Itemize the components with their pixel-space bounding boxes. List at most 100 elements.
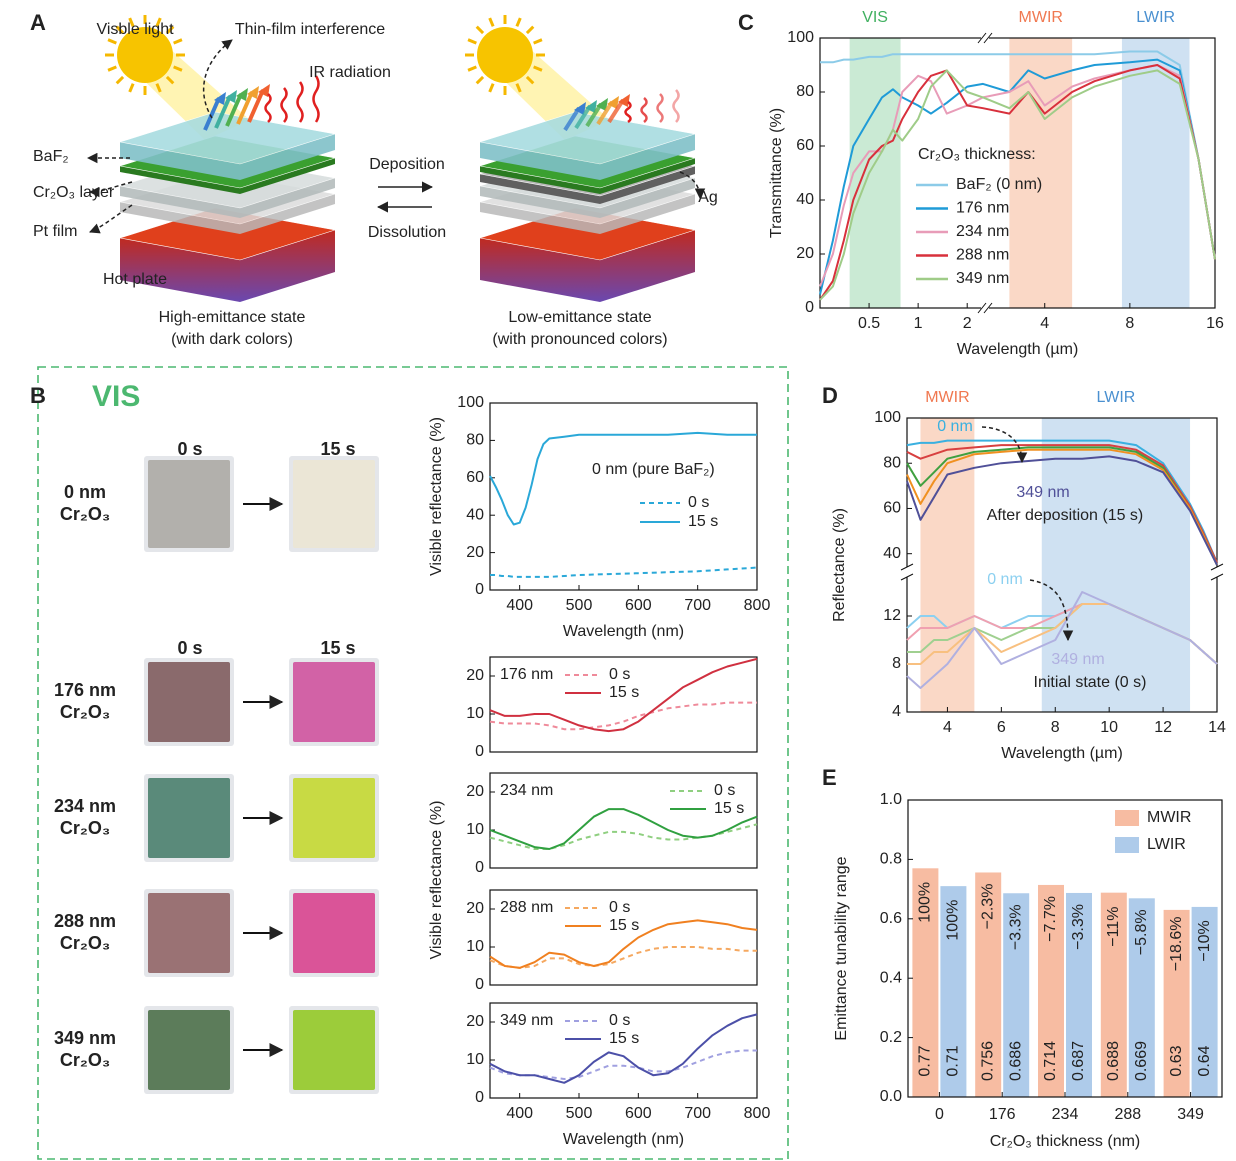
- x-tick-label: 349: [1177, 1106, 1204, 1123]
- annotation: 349 nm: [1051, 651, 1104, 668]
- x-tick-label: 0: [935, 1106, 944, 1123]
- y-tick-label: 20: [466, 667, 484, 684]
- band-label: VIS: [862, 9, 888, 26]
- chart-label: 176 nm: [500, 666, 553, 683]
- x-tick-label: 800: [744, 597, 771, 614]
- change-label: 100%: [945, 900, 962, 941]
- plot-frame: [490, 403, 757, 590]
- value-label: 0.686: [1007, 1041, 1024, 1081]
- x-tick-label: 700: [684, 1105, 711, 1122]
- change-label: −3.3%: [1007, 904, 1024, 950]
- sample-photo: [148, 778, 230, 858]
- x-axis-label: Wavelength (µm): [1001, 745, 1123, 762]
- legend-label: 349 nm: [956, 270, 1009, 287]
- ir-wave: [314, 76, 319, 122]
- sun-ray: [527, 27, 533, 33]
- legend-label: 0 s: [609, 666, 630, 683]
- annotation: 0 nm: [937, 418, 973, 435]
- diagram-label: Visble light: [96, 21, 174, 38]
- legend-label: 0 s: [609, 1012, 630, 1029]
- diagram-label: (with dark colors): [171, 331, 293, 348]
- value-label: 0.64: [1196, 1045, 1213, 1076]
- figure: A B C D E VIS Visble lightThin-film inte…: [0, 0, 1236, 1161]
- sample-label: Cr₂O₃: [60, 818, 110, 838]
- ir-wave: [658, 94, 663, 122]
- panel-label: A: [30, 10, 46, 35]
- sample-photo: [293, 893, 375, 973]
- legend-label: 15 s: [688, 513, 718, 530]
- ir-wave: [282, 88, 287, 122]
- sun-ray: [108, 40, 116, 43]
- x-tick-label: 700: [684, 597, 711, 614]
- sun-ray: [468, 40, 476, 43]
- y-tick-label: 20: [466, 1013, 484, 1030]
- sun-ray: [477, 27, 483, 33]
- legend-label: 15 s: [609, 917, 639, 934]
- time-header: 15 s: [320, 638, 355, 658]
- panel-label: B: [30, 383, 46, 408]
- change-label: −3.3%: [1070, 904, 1087, 950]
- legend-label: 0 s: [609, 899, 630, 916]
- legend-swatch: [1115, 810, 1139, 826]
- x-tick-label: 800: [744, 1105, 771, 1122]
- diagram-label: High-emittance state: [159, 309, 306, 326]
- x-tick-label: 500: [566, 597, 593, 614]
- change-label: −2.3%: [979, 884, 996, 930]
- ir-wave: [266, 94, 271, 122]
- diagram-label: Dissolution: [368, 224, 446, 241]
- value-label: 0.669: [1133, 1041, 1150, 1081]
- y-axis-label: Transmittance (%): [768, 108, 785, 238]
- y-tick-label: 100: [787, 29, 814, 46]
- line-series: [490, 703, 757, 730]
- y-tick-label: 10: [466, 821, 484, 838]
- time-header: 0 s: [177, 439, 202, 459]
- x-tick-label: 400: [506, 597, 533, 614]
- y-tick-label: 0: [805, 299, 814, 316]
- x-tick-label: 600: [625, 597, 652, 614]
- y-tick-label: 40: [796, 191, 814, 208]
- legend-title: Cr₂O₃ thickness:: [918, 146, 1036, 163]
- sample-label: Cr₂O₃: [60, 933, 110, 953]
- sun-ray: [477, 77, 483, 83]
- legend-label: 15 s: [714, 800, 744, 817]
- y-tick-label: 80: [883, 454, 901, 471]
- sun: [477, 27, 533, 83]
- legend-label: 0 s: [688, 494, 709, 511]
- x-tick-label: 0.5: [858, 315, 880, 332]
- value-label: 0.714: [1042, 1041, 1059, 1081]
- diagram-label: Hot plate: [103, 271, 167, 288]
- value-label: 0.688: [1105, 1041, 1122, 1081]
- diagram-label: BaF₂: [33, 148, 69, 165]
- diagram-label: Low-emittance state: [508, 309, 651, 326]
- y-tick-label: 0.0: [880, 1088, 902, 1105]
- x-axis-label: Wavelength (nm): [563, 623, 684, 640]
- ir-wave: [298, 82, 303, 122]
- y-tick-label: 0: [475, 976, 484, 993]
- sample-photo: [293, 778, 375, 858]
- sample-label: Cr₂O₃: [60, 1050, 110, 1070]
- y-tick-label: 8: [892, 655, 901, 672]
- change-label: −5.8%: [1133, 909, 1150, 955]
- x-tick-label: 500: [566, 1105, 593, 1122]
- legend-swatch: [1115, 837, 1139, 853]
- sample-photo: [293, 1010, 375, 1090]
- sample-label: 349 nm: [54, 1028, 116, 1048]
- x-axis-label: Cr₂O₃ thickness (nm): [990, 1133, 1141, 1150]
- y-tick-label: 0: [475, 581, 484, 598]
- y-tick-label: 100: [874, 409, 901, 426]
- band-label: LWIR: [1097, 389, 1136, 406]
- y-axis-label: Visible reflectance (%): [428, 417, 445, 576]
- y-tick-label: 0.8: [880, 851, 902, 868]
- legend-label: 0 s: [714, 782, 735, 799]
- legend-label: LWIR: [1147, 836, 1186, 853]
- value-label: 0.71: [945, 1045, 962, 1076]
- change-label: −7.7%: [1042, 896, 1059, 942]
- x-axis-label: Wavelength (nm): [563, 1131, 684, 1148]
- legend-label: BaF₂ (0 nm): [956, 176, 1042, 193]
- sun-ray: [117, 77, 123, 83]
- legend-title: 0 nm (pure BaF₂): [592, 461, 715, 478]
- sun-ray: [534, 40, 542, 43]
- change-label: −18.6%: [1168, 917, 1185, 972]
- ir-wave: [642, 98, 647, 122]
- y-axis-label: Emittance tunability range: [833, 856, 850, 1040]
